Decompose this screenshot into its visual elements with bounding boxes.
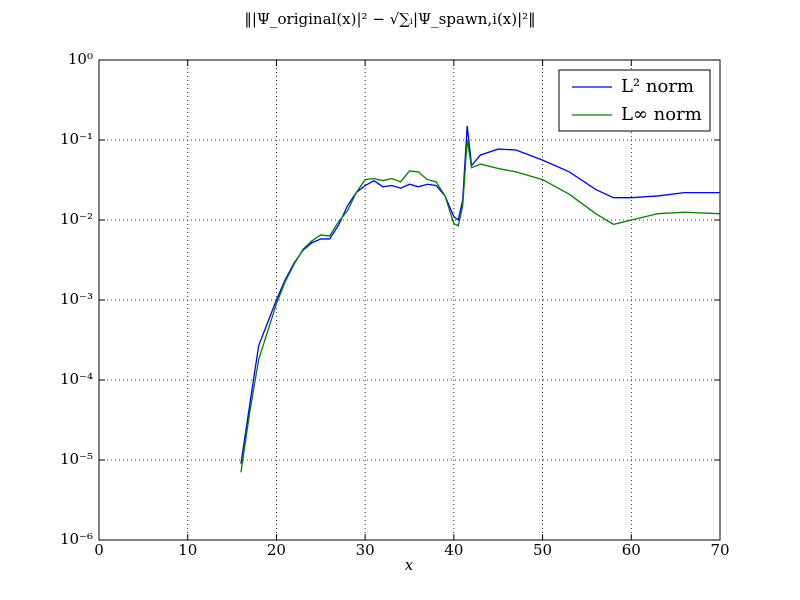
y-tick-label: 10⁻³ bbox=[60, 290, 93, 308]
legend-label: L∞ norm bbox=[621, 104, 702, 125]
x-tick-label: 0 bbox=[94, 541, 104, 559]
y-tick-label: 10⁻² bbox=[60, 210, 93, 228]
x-tick-label: 30 bbox=[356, 541, 375, 559]
chart-title: ‖|Ψ_original(x)|² − √∑ᵢ|Ψ_spawn,i(x)|²‖ bbox=[244, 10, 535, 28]
series-line bbox=[240, 139, 721, 473]
series-line bbox=[240, 125, 720, 464]
y-tick-label: 10⁰ bbox=[68, 50, 93, 68]
plot-frame bbox=[98, 59, 721, 541]
legend-box bbox=[558, 69, 711, 132]
y-tick-label: 10⁻⁶ bbox=[60, 530, 93, 548]
x-tick-label: 20 bbox=[267, 541, 286, 559]
x-axis-label: x bbox=[405, 556, 414, 574]
x-tick-label: 50 bbox=[533, 541, 552, 559]
legend-label: L² norm bbox=[621, 76, 694, 97]
x-tick-label: 40 bbox=[444, 541, 463, 559]
x-tick-label: 10 bbox=[178, 541, 197, 559]
y-tick-label: 10⁻⁴ bbox=[60, 370, 93, 388]
x-tick-label: 70 bbox=[710, 541, 729, 559]
x-tick-label: 60 bbox=[622, 541, 641, 559]
y-tick-label: 10⁻⁵ bbox=[60, 450, 93, 468]
y-tick-label: 10⁻¹ bbox=[60, 130, 93, 148]
